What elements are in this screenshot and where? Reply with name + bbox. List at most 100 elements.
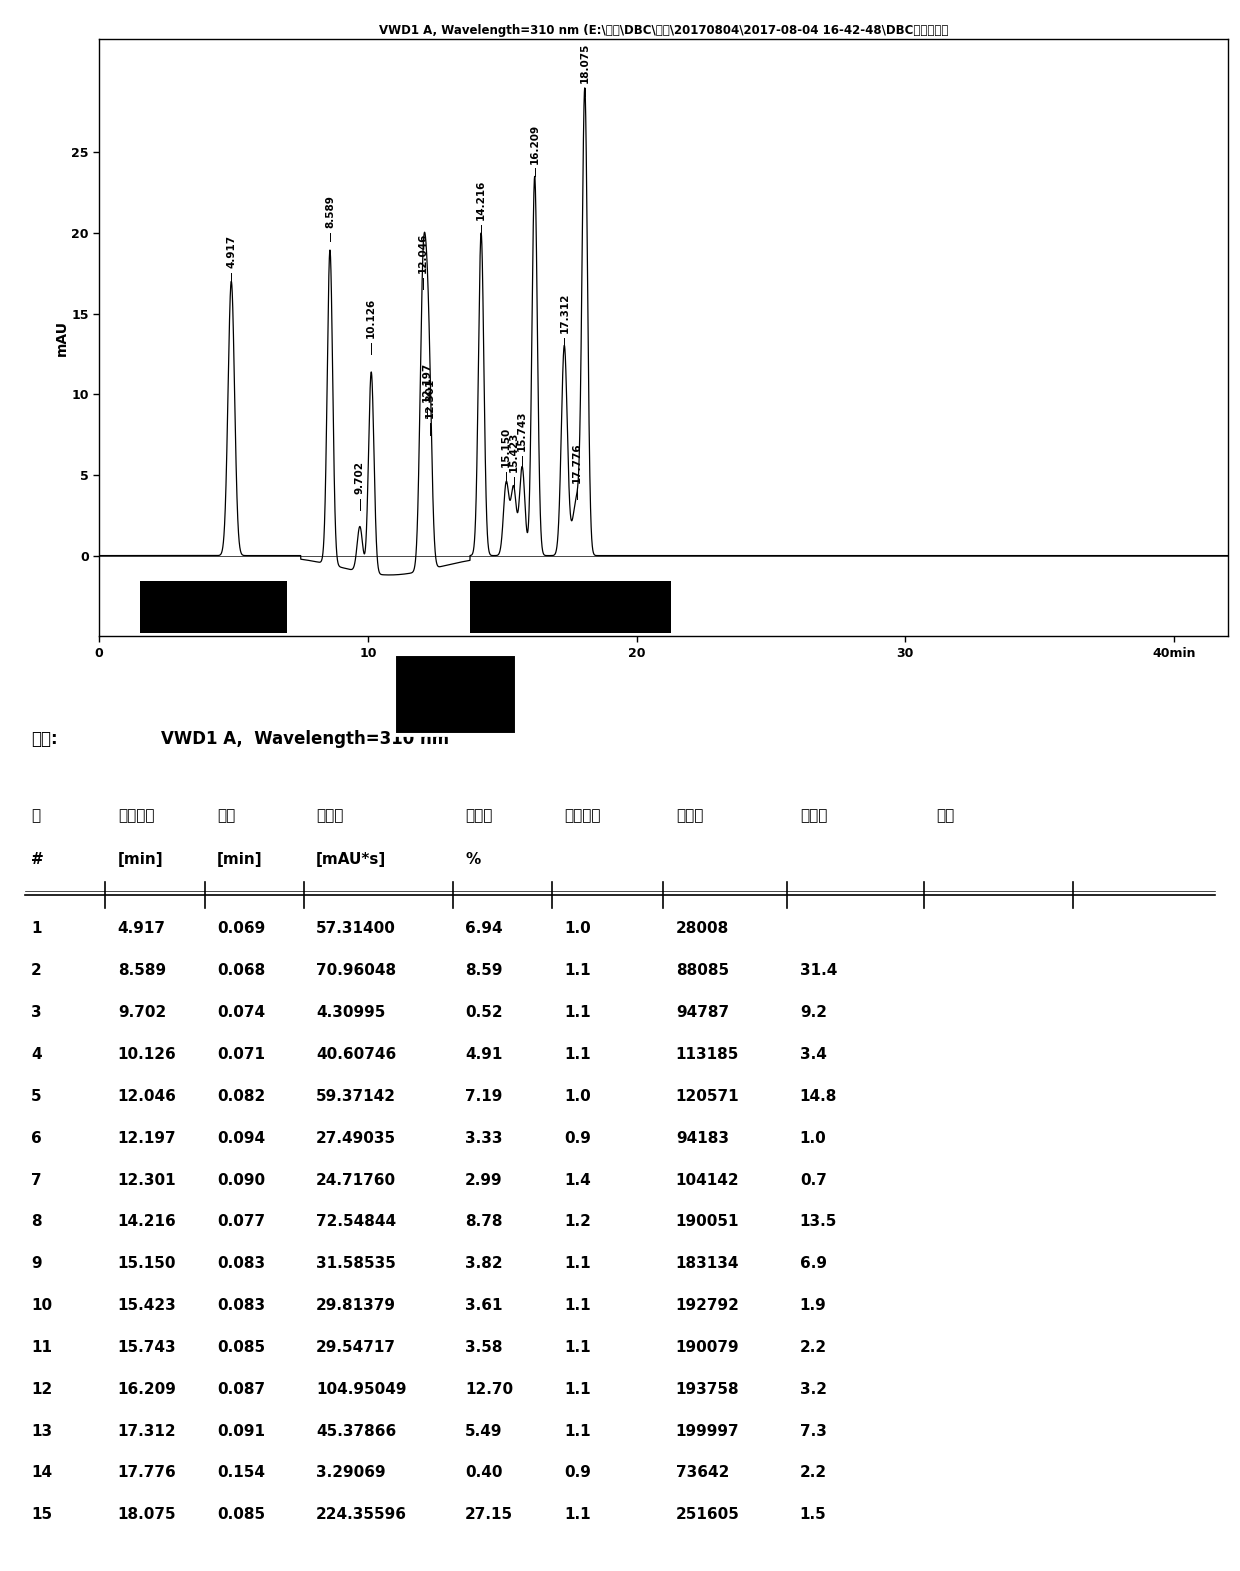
Bar (139, 581, 288, 633)
Text: 0.074: 0.074 (217, 1005, 265, 1020)
Text: 塔板数: 塔板数 (676, 807, 703, 823)
Text: 29.81379: 29.81379 (316, 1298, 397, 1313)
Text: 12.70: 12.70 (465, 1382, 513, 1397)
Text: 5: 5 (31, 1089, 42, 1104)
Text: 1.0: 1.0 (564, 1089, 591, 1104)
Text: 14.216: 14.216 (476, 179, 486, 220)
Text: 8.78: 8.78 (465, 1214, 502, 1230)
Text: 14.8: 14.8 (800, 1089, 837, 1104)
Text: 199997: 199997 (676, 1423, 739, 1439)
Text: 3.58: 3.58 (465, 1340, 502, 1354)
Text: 0.083: 0.083 (217, 1298, 265, 1313)
Text: 3.29069: 3.29069 (316, 1466, 386, 1480)
Text: 6.9: 6.9 (800, 1257, 827, 1271)
Text: 1.1: 1.1 (564, 1382, 590, 1397)
Text: [min]: [min] (217, 851, 263, 867)
Text: 2: 2 (31, 963, 42, 979)
Text: 峰宽: 峰宽 (217, 807, 236, 823)
Text: 0.085: 0.085 (217, 1507, 265, 1522)
Text: 70.96048: 70.96048 (316, 963, 397, 979)
Title: VWD1 A, Wavelength=310 nm (E:\项目\DBC\数据\20170804\2017-08-04 16-42-48\DBC系统适用性: VWD1 A, Wavelength=310 nm (E:\项目\DBC\数据\… (378, 24, 949, 36)
Text: 4.30995: 4.30995 (316, 1005, 386, 1020)
Text: 4.917: 4.917 (118, 922, 166, 936)
Text: 3.61: 3.61 (465, 1298, 502, 1313)
Text: 分离度: 分离度 (800, 807, 827, 823)
Text: 6: 6 (31, 1131, 42, 1145)
Text: 1.2: 1.2 (564, 1214, 591, 1230)
Text: 193758: 193758 (676, 1382, 739, 1397)
Text: 7: 7 (31, 1172, 42, 1188)
Text: 59.37142: 59.37142 (316, 1089, 397, 1104)
Text: 8: 8 (31, 1214, 42, 1230)
Text: 31.58535: 31.58535 (316, 1257, 396, 1271)
Text: 名称: 名称 (936, 807, 955, 823)
Text: 0.094: 0.094 (217, 1131, 265, 1145)
Text: 12.197: 12.197 (118, 1131, 176, 1145)
Text: 0.087: 0.087 (217, 1382, 265, 1397)
Text: 1.4: 1.4 (564, 1172, 591, 1188)
Text: 15.743: 15.743 (118, 1340, 176, 1354)
Text: 1.1: 1.1 (564, 1005, 590, 1020)
Text: 29.54717: 29.54717 (316, 1340, 397, 1354)
Text: 72.54844: 72.54844 (316, 1214, 397, 1230)
Text: 2.2: 2.2 (800, 1340, 827, 1354)
Text: [min]: [min] (118, 851, 164, 867)
Text: 18.075: 18.075 (118, 1507, 176, 1522)
Text: 9.702: 9.702 (355, 462, 365, 495)
Text: 120571: 120571 (676, 1089, 739, 1104)
Text: 8.589: 8.589 (325, 195, 335, 228)
Text: 17.776: 17.776 (572, 443, 582, 482)
Text: 0.40: 0.40 (465, 1466, 502, 1480)
Text: 峰面积: 峰面积 (465, 807, 492, 823)
Text: 4.91: 4.91 (465, 1046, 502, 1062)
Text: 190079: 190079 (676, 1340, 739, 1354)
Text: 7.3: 7.3 (800, 1423, 827, 1439)
Text: 0.085: 0.085 (217, 1340, 265, 1354)
Text: 94787: 94787 (676, 1005, 729, 1020)
Text: 0.082: 0.082 (217, 1089, 265, 1104)
Text: 13: 13 (31, 1423, 52, 1439)
Text: 1.1: 1.1 (564, 1423, 590, 1439)
Text: 峰面积: 峰面积 (316, 807, 343, 823)
Text: 94183: 94183 (676, 1131, 729, 1145)
Text: 8.589: 8.589 (118, 963, 166, 979)
Text: 0.154: 0.154 (217, 1466, 265, 1480)
Text: 27.49035: 27.49035 (316, 1131, 397, 1145)
Text: 14: 14 (31, 1466, 52, 1480)
Text: 3: 3 (31, 1005, 42, 1020)
Text: 1.1: 1.1 (564, 1046, 590, 1062)
Text: 1.1: 1.1 (564, 963, 590, 979)
Text: 27.15: 27.15 (465, 1507, 513, 1522)
Text: 192792: 192792 (676, 1298, 740, 1313)
Text: 信号:: 信号: (31, 729, 57, 748)
Text: 15.150: 15.150 (501, 427, 511, 467)
Text: 峰: 峰 (31, 807, 40, 823)
Text: 2.2: 2.2 (800, 1466, 827, 1480)
Text: 0.077: 0.077 (217, 1214, 265, 1230)
Text: 10.126: 10.126 (366, 297, 376, 338)
Text: 12.046: 12.046 (418, 233, 428, 273)
Text: 12: 12 (31, 1382, 52, 1397)
Text: 9.702: 9.702 (118, 1005, 166, 1020)
Text: 15.423: 15.423 (508, 432, 518, 471)
Text: 1.1: 1.1 (564, 1340, 590, 1354)
Text: 6.94: 6.94 (465, 922, 502, 936)
Text: 15.150: 15.150 (118, 1257, 176, 1271)
Text: 2.99: 2.99 (465, 1172, 502, 1188)
Text: 9.2: 9.2 (800, 1005, 827, 1020)
Text: 0.9: 0.9 (564, 1131, 591, 1145)
Bar (470, 581, 672, 633)
Text: 10.126: 10.126 (118, 1046, 176, 1062)
Y-axis label: mAU: mAU (55, 320, 68, 355)
Text: 31.4: 31.4 (800, 963, 837, 979)
Text: 113185: 113185 (676, 1046, 739, 1062)
Text: 16.209: 16.209 (118, 1382, 176, 1397)
Text: 17.312: 17.312 (559, 292, 569, 333)
Text: 15: 15 (31, 1507, 52, 1522)
Text: 1: 1 (31, 922, 41, 936)
Text: 0.068: 0.068 (217, 963, 265, 979)
Text: 1.0: 1.0 (800, 1131, 827, 1145)
Text: 4.917: 4.917 (227, 236, 237, 269)
Text: 0.091: 0.091 (217, 1423, 265, 1439)
Text: 104.95049: 104.95049 (316, 1382, 407, 1397)
